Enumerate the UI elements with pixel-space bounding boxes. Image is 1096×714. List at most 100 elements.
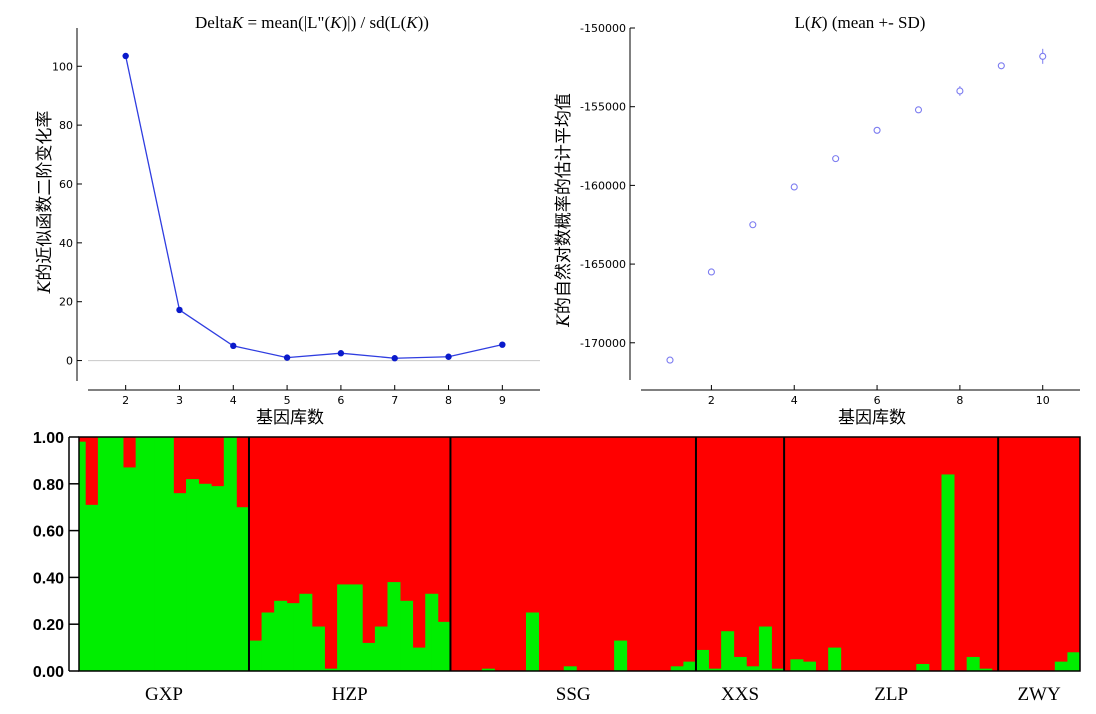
structure-bar — [746, 666, 754, 671]
structure-y-tick-label: 0.00 — [33, 664, 64, 681]
structure-group-label: XXS — [721, 684, 759, 705]
lk-point — [790, 183, 798, 191]
structure-bar — [425, 593, 432, 671]
deltak-x-tick-label: 3 — [176, 394, 183, 407]
structure-bar — [324, 668, 332, 671]
deltak-x-tick-label: 8 — [445, 394, 452, 407]
structure-bar — [941, 474, 949, 671]
deltak-point — [122, 52, 129, 60]
structure-bar — [689, 661, 697, 671]
structure-bar — [677, 666, 684, 671]
deltak-y-ticks: 0 20 40 60 80 100 — [52, 60, 82, 368]
lk-point — [1039, 52, 1047, 60]
structure-bar — [979, 668, 986, 671]
structure-bar — [670, 666, 678, 671]
lk-y-tick-label: -160000 — [580, 179, 626, 192]
structure-bar — [790, 659, 798, 671]
lk-x-tick-label: 6 — [874, 394, 881, 407]
structure-bar — [972, 656, 980, 671]
structure-bar — [834, 647, 842, 671]
structure-bar — [1061, 661, 1068, 671]
deltak-line — [125, 55, 503, 359]
structure-bar — [91, 504, 99, 671]
structure-bar — [79, 441, 86, 671]
structure-bar — [85, 504, 92, 671]
structure-bar — [740, 656, 747, 671]
structure-y-tick-label: 1.00 — [33, 430, 64, 447]
deltak-y-tick-label: 80 — [59, 119, 73, 132]
structure-bar — [777, 668, 785, 671]
deltak-y-tick-label: 20 — [59, 296, 73, 309]
structure-bar — [406, 600, 414, 671]
structure-bar — [267, 612, 275, 671]
structure-bar — [727, 631, 735, 671]
structure-bar — [570, 666, 577, 671]
structure-bar — [129, 467, 137, 671]
lk-y-ticks: -170000 -165000 -160000 -155000 -150000 — [580, 22, 635, 350]
structure-bar — [230, 437, 237, 671]
structure-bar — [1073, 652, 1081, 671]
structure-bar — [311, 626, 319, 671]
lk-point — [914, 106, 923, 114]
structure-bar — [444, 621, 451, 671]
lk-point — [956, 87, 964, 95]
structure-y-tick-label: 0.80 — [33, 477, 64, 494]
structure-bar — [752, 666, 760, 671]
structure-bar — [758, 626, 766, 671]
deltak-point — [176, 306, 183, 314]
lk-x-tick-label: 8 — [956, 394, 963, 407]
deltak-x-tick-label: 7 — [391, 394, 398, 407]
structure-bar — [809, 661, 816, 671]
deltak-point — [499, 341, 506, 348]
structure-bar — [280, 600, 288, 671]
structure-group-labels: GXP HZP SSG XXS ZLP ZWY — [145, 684, 1061, 705]
structure-bar — [104, 437, 111, 671]
structure-bar — [186, 479, 193, 671]
structure-bar — [167, 437, 174, 671]
structure-bar — [242, 507, 250, 671]
structure-bar — [318, 626, 325, 671]
lk-point — [666, 356, 674, 364]
structure-y-ticks: 0.00 0.20 0.40 0.60 0.80 1.00 — [33, 430, 79, 681]
deltak-x-tick-label: 9 — [499, 394, 506, 407]
structure-bar — [381, 626, 388, 671]
lk-x-tick-label: 4 — [791, 394, 798, 407]
structure-bar — [771, 668, 779, 671]
structure-bar — [299, 593, 307, 671]
lk-point — [832, 155, 840, 163]
structure-bar — [368, 642, 376, 671]
structure-group-label: ZLP — [874, 684, 908, 705]
structure-bar — [110, 437, 118, 671]
structure-bar — [695, 649, 703, 671]
structure-bar — [985, 668, 993, 671]
structure-bar — [337, 584, 344, 671]
structure-bar — [274, 600, 281, 671]
structure-bar — [204, 483, 212, 671]
deltak-y-tick-label: 100 — [52, 60, 73, 73]
deltak-title: DeltaK = mean(|L"(K)|) / sd(L(K)) — [195, 13, 429, 32]
structure-bars — [79, 437, 1081, 671]
structure-bar — [148, 437, 155, 671]
lk-x-tick-label: 2 — [708, 394, 715, 407]
structure-group-label: HZP — [332, 684, 368, 705]
structure-y-tick-label: 0.20 — [33, 617, 64, 634]
structure-bar — [123, 467, 130, 671]
structure-y-tick-label: 0.60 — [33, 524, 64, 541]
structure-bar — [362, 642, 369, 671]
structure-bar — [141, 437, 149, 671]
structure-bar — [97, 437, 105, 671]
structure-bar — [418, 647, 426, 671]
lk-point — [749, 221, 757, 229]
deltak-series — [88, 52, 540, 362]
structure-group-label: ZWY — [1017, 684, 1061, 705]
structure-bar — [217, 486, 225, 671]
structure-bar — [488, 668, 495, 671]
structure-bar — [714, 668, 722, 671]
structure-bar — [211, 486, 218, 671]
structure-bar — [563, 666, 571, 671]
deltak-point — [283, 354, 291, 361]
structure-bar — [765, 626, 772, 671]
structure-bar — [721, 631, 728, 671]
structure-bar — [160, 437, 168, 671]
